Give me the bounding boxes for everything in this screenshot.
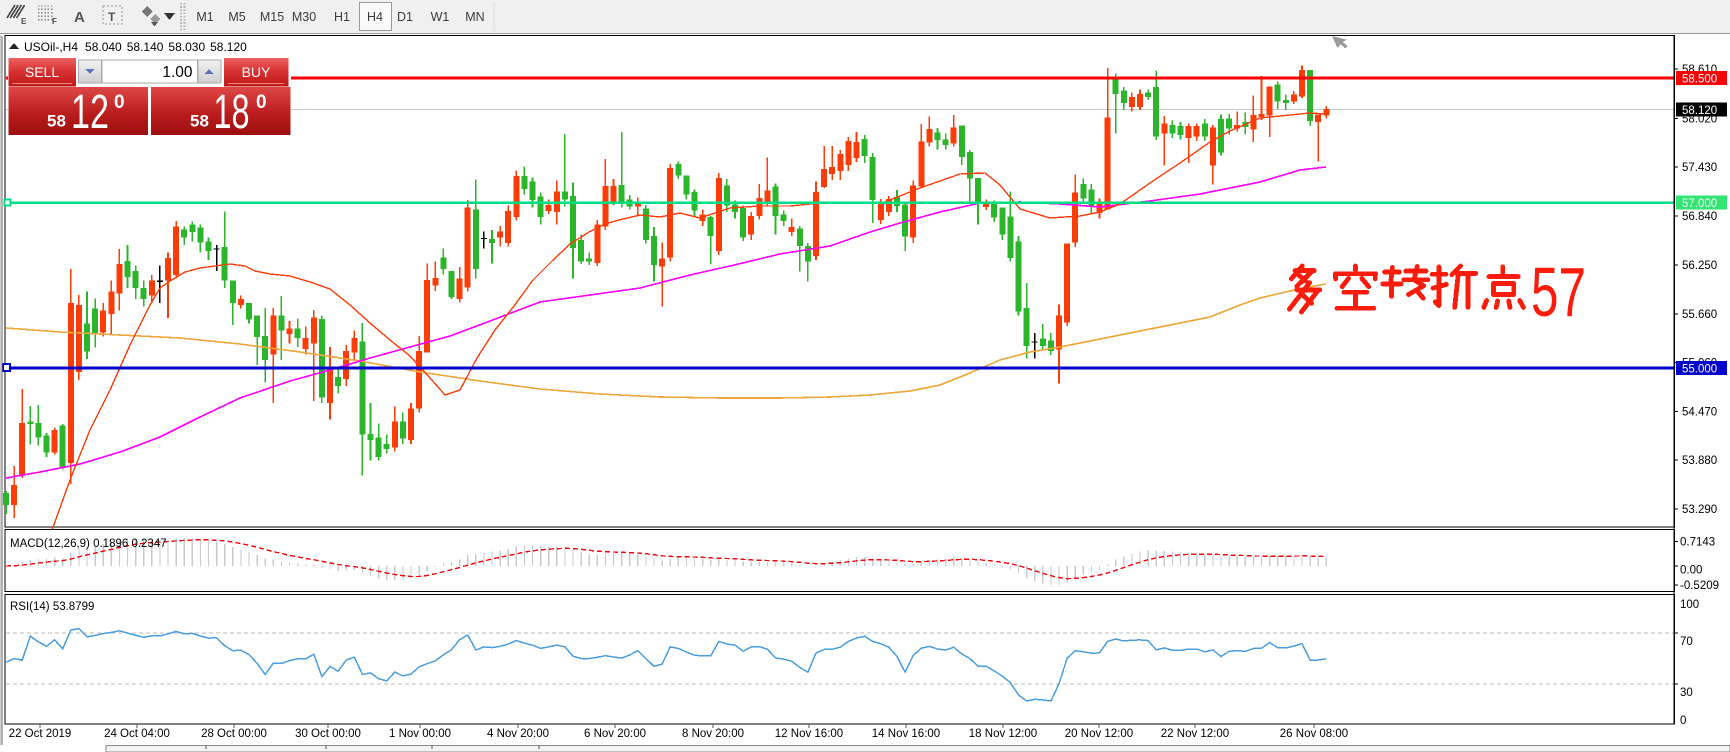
svg-text:18: 18: [214, 86, 250, 139]
svg-text:BUY: BUY: [242, 64, 271, 80]
svg-text:D1: D1: [397, 10, 413, 24]
svg-text:56.250: 56.250: [1682, 260, 1717, 272]
svg-text:E: E: [21, 17, 27, 26]
svg-text:58: 58: [47, 112, 66, 131]
svg-text:58: 58: [190, 112, 209, 131]
svg-text:53.290: 53.290: [1682, 504, 1717, 516]
svg-text:28 Oct 00:00: 28 Oct 00:00: [201, 728, 267, 740]
svg-text:58.500: 58.500: [1682, 74, 1717, 86]
svg-text:M30: M30: [292, 10, 316, 24]
svg-text:70: 70: [1680, 636, 1693, 648]
svg-text:100: 100: [1680, 599, 1699, 611]
svg-text:56.840: 56.840: [1682, 211, 1717, 223]
svg-text:T: T: [108, 10, 116, 24]
svg-text:0.7143: 0.7143: [1680, 537, 1715, 549]
svg-text:0: 0: [114, 92, 125, 113]
svg-text:12: 12: [71, 86, 109, 139]
svg-text:20 Nov 12:00: 20 Nov 12:00: [1065, 728, 1133, 740]
svg-text:1 Nov 00:00: 1 Nov 00:00: [389, 728, 451, 740]
svg-text:H4: H4: [367, 10, 383, 24]
svg-text:55.660: 55.660: [1682, 309, 1717, 321]
svg-text:M5: M5: [228, 10, 245, 24]
svg-text:54.470: 54.470: [1682, 406, 1717, 418]
svg-text:57: 57: [1531, 253, 1586, 331]
svg-text:12 Nov 16:00: 12 Nov 16:00: [775, 728, 843, 740]
svg-text:18 Nov 12:00: 18 Nov 12:00: [969, 728, 1037, 740]
svg-text:58.120: 58.120: [1682, 105, 1717, 117]
svg-text:M15: M15: [260, 10, 284, 24]
svg-text:-0.5209: -0.5209: [1680, 580, 1719, 592]
svg-text:24 Oct 04:00: 24 Oct 04:00: [104, 728, 170, 740]
svg-text:8 Nov 20:00: 8 Nov 20:00: [682, 728, 744, 740]
svg-text:0.00: 0.00: [1680, 565, 1702, 577]
svg-text:30: 30: [1680, 687, 1693, 699]
svg-text:4 Nov 20:00: 4 Nov 20:00: [487, 728, 549, 740]
svg-text:M1: M1: [196, 10, 213, 24]
svg-text:57.430: 57.430: [1682, 162, 1717, 174]
svg-text:22 Nov 12:00: 22 Nov 12:00: [1161, 728, 1229, 740]
svg-text:0: 0: [1680, 715, 1686, 727]
svg-text:H1: H1: [334, 10, 350, 24]
svg-text:MN: MN: [465, 10, 484, 24]
svg-text:1.00: 1.00: [162, 64, 193, 81]
svg-text:53.880: 53.880: [1682, 455, 1717, 467]
svg-text:22 Oct 2019: 22 Oct 2019: [9, 728, 72, 740]
svg-text:14 Nov 16:00: 14 Nov 16:00: [872, 728, 940, 740]
svg-text:0: 0: [256, 92, 267, 113]
svg-text:30 Oct 00:00: 30 Oct 00:00: [295, 728, 361, 740]
svg-text:55.000: 55.000: [1682, 364, 1717, 376]
svg-text:W1: W1: [431, 10, 450, 24]
svg-text:RSI(14) 53.8799: RSI(14) 53.8799: [10, 601, 94, 613]
svg-text:MACD(12,26,9) 0.1896 0.2347: MACD(12,26,9) 0.1896 0.2347: [10, 538, 167, 550]
svg-text:F: F: [52, 17, 57, 26]
svg-text:57.000: 57.000: [1682, 198, 1717, 210]
svg-text:26 Nov 08:00: 26 Nov 08:00: [1280, 728, 1348, 740]
svg-text:A: A: [74, 9, 85, 26]
svg-text:SELL: SELL: [25, 64, 59, 80]
svg-text:6 Nov 20:00: 6 Nov 20:00: [584, 728, 646, 740]
